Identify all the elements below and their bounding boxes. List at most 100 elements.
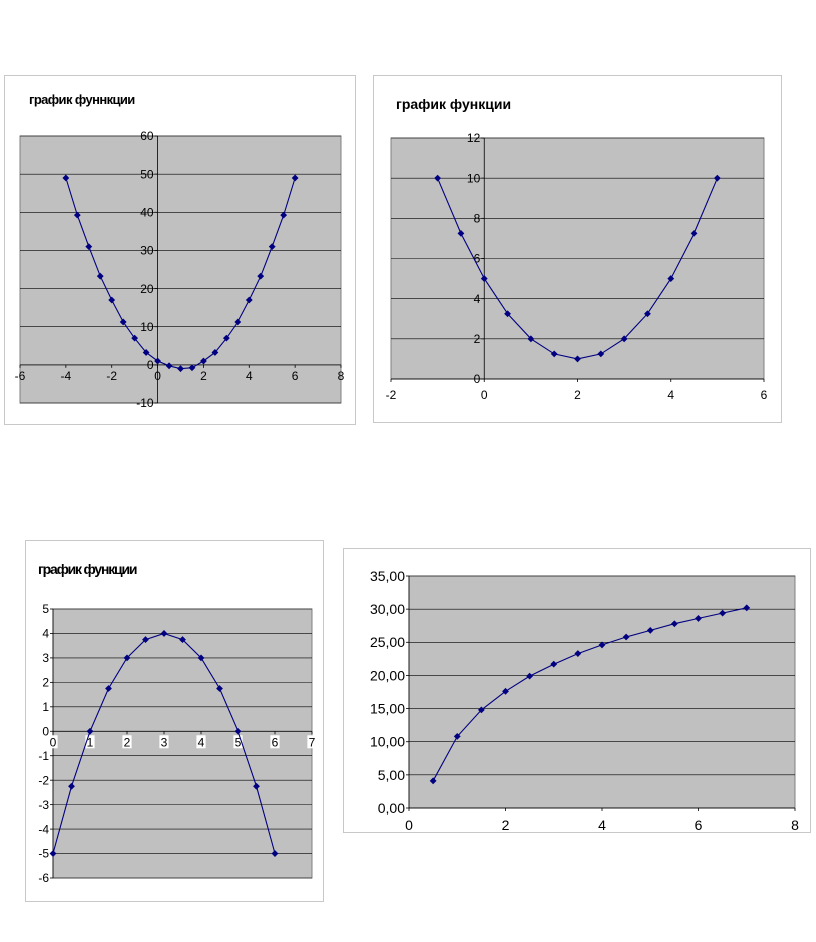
chart-3: график функции 0 1 2 3 4 5 6 7 -6 -5 -4 -3 -2 -1 0 1 2 3 4…: [25, 540, 324, 902]
chart-4: 0 2 4 6 8 0,00 5,00 10,00 15,00 20,00 25,00 30,00 35…: [343, 548, 811, 833]
data-point: [62, 174, 70, 182]
data-point: [119, 318, 127, 326]
data-point: [690, 229, 698, 237]
data-point: [429, 777, 437, 785]
y-tick-label: -10: [136, 396, 154, 410]
y-tick-label: -4: [38, 822, 49, 836]
y-tick-label: 15,00: [370, 700, 405, 716]
y-tick-label: 40: [140, 205, 154, 219]
y-tick-label: -3: [38, 798, 49, 812]
x-tick-label-bg: [122, 735, 132, 749]
y-tick-label: 10,00: [370, 734, 405, 750]
data-point: [271, 850, 279, 857]
y-tick-label: 5: [42, 602, 49, 616]
x-tick-label: 6: [695, 817, 703, 832]
data-point: [719, 609, 727, 617]
y-tick-label: 30: [140, 244, 154, 258]
data-point: [160, 630, 168, 637]
data-point: [108, 296, 116, 304]
data-point: [597, 350, 605, 358]
x-tick-label: 4: [667, 388, 674, 402]
data-point: [527, 335, 535, 343]
data-point: [49, 850, 57, 857]
data-point: [598, 641, 606, 649]
data-point: [504, 310, 511, 318]
data-point: [200, 357, 207, 365]
data-point: [622, 633, 630, 641]
x-tick-label: 8: [791, 817, 799, 832]
data-point: [646, 626, 654, 634]
x-tick-label: 4: [198, 735, 205, 749]
x-tick-label: 0: [154, 369, 161, 383]
data-point: [526, 672, 534, 680]
x-tick-label: 2: [502, 817, 510, 832]
y-tick-label: 2: [42, 676, 49, 690]
data-point: [154, 357, 161, 365]
chart-2: график функции -2 0 2 4 6 0 2 4 6 8 10 12: [373, 75, 782, 423]
chart-title: график функции: [396, 96, 512, 112]
data-point: [179, 636, 186, 643]
x-tick-label: 4: [598, 817, 606, 832]
x-tick-label: 0: [405, 817, 413, 832]
chart-title: график фуннкции: [29, 92, 135, 107]
data-point: [177, 365, 184, 373]
data-point: [188, 364, 196, 372]
data-point: [291, 174, 299, 182]
plot-area: [408, 575, 796, 809]
data-point: [550, 350, 558, 358]
x-tick-label: 5: [235, 735, 242, 749]
y-tick-label: 4: [42, 627, 49, 641]
chart-1: график фуннкции -6 -4 -2 0 2 4 6 8 -10 0 10 20 30 40 5…: [4, 75, 356, 425]
chart-2-plot: -2 0 2 4 6 0 2 4 6 8 10 12: [386, 131, 768, 402]
x-tick-label: 8: [338, 369, 345, 383]
plot-area: [19, 135, 342, 404]
data-point: [695, 615, 702, 622]
data-point: [453, 733, 461, 740]
y-tick-label: 0: [147, 358, 154, 372]
y-tick-label: 50: [140, 167, 154, 181]
x-tick-label: 1: [87, 735, 94, 749]
y-tick-label: 5,00: [378, 767, 405, 783]
y-tick-label: -2: [38, 773, 49, 787]
data-point: [550, 660, 558, 668]
x-tick-label: -6: [15, 369, 26, 383]
y-tick-label: 25,00: [370, 634, 405, 650]
data-point: [131, 334, 139, 342]
data-point: [743, 604, 751, 612]
data-point: [165, 362, 173, 370]
y-tick-label: 10: [467, 171, 481, 185]
y-tick-label: 0: [42, 724, 49, 738]
y-tick-label: 2: [474, 332, 481, 346]
x-tick-label: 2: [124, 735, 131, 749]
chart-4-plot: 0 2 4 6 8 0,00 5,00 10,00 15,00 20,00 25,00 30,00 35…: [370, 568, 799, 832]
x-tick-label: -4: [61, 369, 72, 383]
y-tick-label: 20,00: [370, 667, 405, 683]
y-tick-label: 10: [140, 320, 154, 334]
x-tick-label: 6: [292, 369, 299, 383]
data-point: [105, 685, 112, 692]
x-tick-label: 4: [246, 369, 253, 383]
data-point: [644, 310, 651, 318]
y-tick-label: 6: [474, 252, 481, 266]
data-point: [142, 349, 150, 356]
data-point: [68, 782, 75, 790]
x-tick-label-bg: [270, 735, 280, 749]
data-point: [268, 243, 276, 251]
x-tick-label-bg: [159, 735, 169, 749]
data-point: [477, 706, 485, 714]
y-tick-label: 0: [474, 372, 481, 386]
data-point: [197, 654, 205, 662]
y-tick-label: 4: [474, 292, 481, 306]
x-tick-label: 0: [481, 388, 488, 402]
data-point: [85, 243, 93, 251]
x-tick-label: 0: [50, 735, 57, 749]
data-point: [142, 636, 149, 643]
x-tick-label-bg: [196, 735, 206, 749]
data-point: [670, 620, 678, 628]
x-tick-label: 6: [272, 735, 279, 749]
x-tick-label: 3: [161, 735, 168, 749]
data-point: [574, 650, 582, 657]
x-tick-label: -2: [386, 388, 397, 402]
data-point: [234, 727, 242, 735]
